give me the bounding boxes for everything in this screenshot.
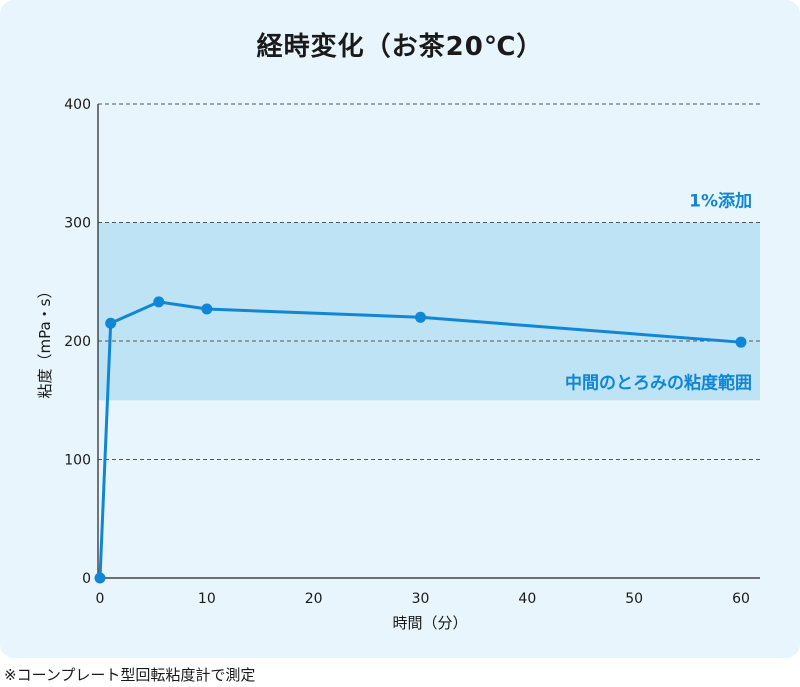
footnote: ※コーンプレート型回転粘度計で測定 xyxy=(4,666,256,684)
x-tick-label: 20 xyxy=(305,591,323,607)
x-tick-label: 60 xyxy=(732,591,750,607)
x-tick-label: 30 xyxy=(412,591,430,607)
line-chart: 0 100 200 300 400 0 10 20 30 40 50 60 1%添加中間のとろみの粘度… xyxy=(36,97,760,632)
y-tick-label: 200 xyxy=(64,334,91,350)
data-point xyxy=(735,336,747,348)
y-axis-label: 粘度（mPa・s） xyxy=(36,284,54,399)
y-tick-label: 300 xyxy=(64,216,91,232)
y-tick-label: 0 xyxy=(82,571,91,587)
x-tick-label: 50 xyxy=(625,591,643,607)
x-tick-label: 40 xyxy=(518,591,536,607)
band-label-bottom: 中間のとろみの粘度範囲 xyxy=(565,372,752,393)
data-point xyxy=(153,296,165,308)
y-tick-label: 400 xyxy=(64,97,91,113)
band-label-top: 1%添加 xyxy=(689,191,752,212)
x-axis-label: 時間（分） xyxy=(392,614,467,632)
chart-title: 経時変化（お茶20℃） xyxy=(256,32,544,62)
x-tick-label: 0 xyxy=(96,591,105,607)
data-point xyxy=(105,317,117,329)
x-tick-label: 10 xyxy=(198,591,216,607)
data-point xyxy=(94,572,106,584)
y-tick-label: 100 xyxy=(64,453,91,469)
data-point xyxy=(415,311,426,323)
series-line xyxy=(98,300,742,579)
data-point xyxy=(201,303,213,315)
